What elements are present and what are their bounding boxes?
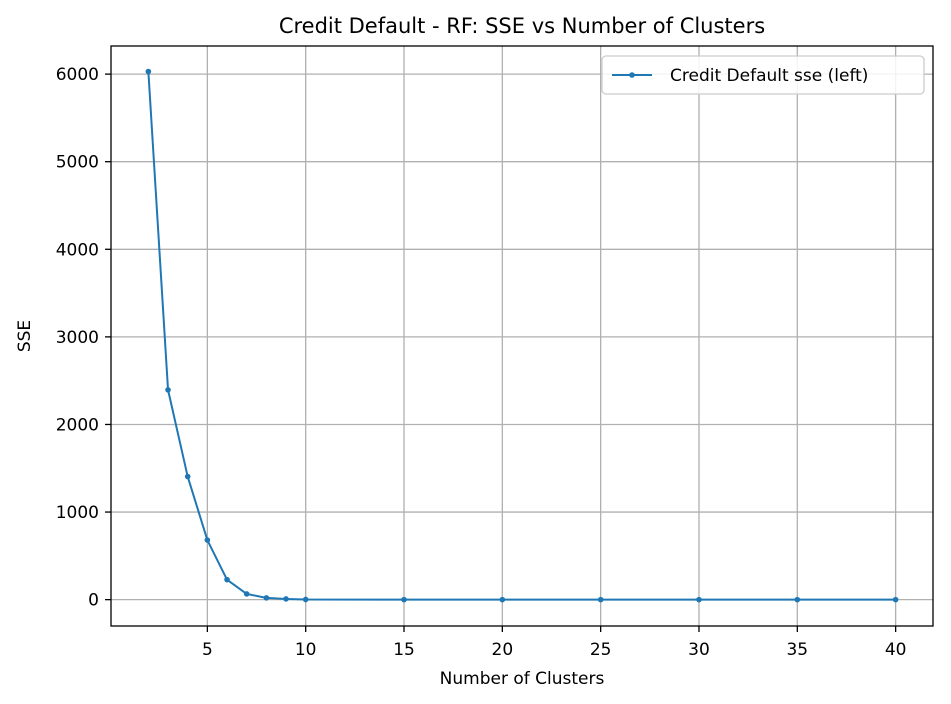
- x-tick-label: 25: [590, 640, 612, 660]
- data-point: [696, 596, 702, 603]
- y-tick-label: 0: [88, 591, 99, 611]
- data-point: [224, 576, 230, 583]
- y-tick-label: 4000: [56, 240, 99, 260]
- data-point: [145, 68, 152, 75]
- x-tick-label: 10: [295, 640, 317, 660]
- grid: [111, 46, 933, 626]
- y-tick-label: 3000: [56, 328, 99, 348]
- x-tick-label: 20: [492, 640, 514, 660]
- data-point: [263, 595, 270, 601]
- y-tick-label: 2000: [56, 415, 99, 435]
- legend: Credit Default sse (left): [601, 55, 925, 95]
- y-tick-label: 1000: [56, 503, 99, 523]
- data-point: [165, 387, 171, 393]
- data-point: [499, 596, 506, 603]
- x-tick-label: 15: [393, 640, 415, 660]
- data-point: [302, 596, 309, 603]
- x-tick-label: 30: [688, 640, 710, 660]
- data-point: [243, 591, 250, 597]
- series: [145, 68, 899, 603]
- data-point: [794, 596, 801, 603]
- chart-title: Credit Default - RF: SSE vs Number of Cl…: [279, 14, 765, 38]
- y-tick-label: 6000: [56, 65, 99, 85]
- ticks: 5 10 15 20 25 30 35 40 0 1000 2000 3000 4000 5000 6000: [56, 65, 907, 660]
- legend-marker-swatch: [629, 72, 635, 78]
- x-tick-label: 35: [786, 640, 808, 660]
- x-axis-label: Number of Clusters: [440, 669, 605, 689]
- data-point: [401, 596, 407, 603]
- data-point: [283, 596, 289, 602]
- y-axis-label: SSE: [15, 320, 35, 352]
- x-tick-label: 5: [202, 640, 213, 660]
- data-point: [204, 537, 211, 543]
- plot-frame: [110, 45, 934, 627]
- legend-label: Credit Default sse (left): [670, 66, 868, 86]
- data-point: [892, 596, 899, 603]
- x-tick-label: 40: [885, 640, 907, 660]
- data-point: [597, 596, 604, 603]
- legend-box: [601, 55, 925, 95]
- y-tick-label: 5000: [56, 153, 99, 173]
- data-point: [184, 473, 191, 480]
